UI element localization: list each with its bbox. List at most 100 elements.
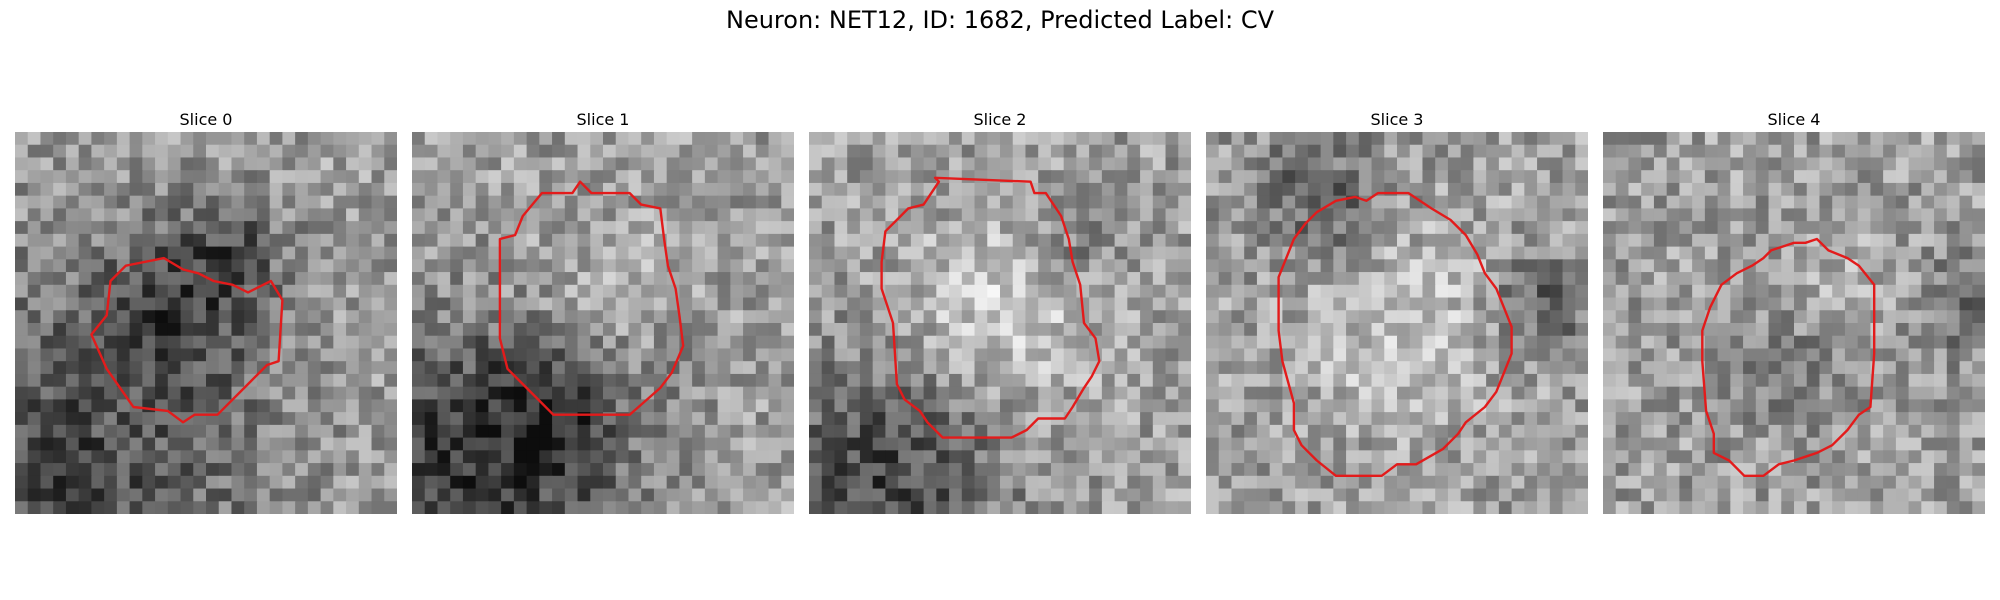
pixel: [371, 399, 385, 413]
pixel: [1959, 386, 1973, 400]
pixel: [1717, 335, 1731, 350]
pixel: [936, 412, 950, 426]
pixel: [180, 233, 194, 248]
pixel: [1870, 501, 1884, 514]
pixel: [1883, 361, 1897, 375]
pixel: [1934, 310, 1948, 324]
pixel: [116, 437, 131, 451]
pixel: [1562, 348, 1576, 362]
pixel: [1435, 272, 1449, 286]
pixel: [1422, 335, 1436, 350]
pixel: [1012, 323, 1027, 337]
pixel: [1422, 412, 1436, 426]
pixel: [885, 208, 899, 222]
pixel: [755, 233, 770, 248]
pixel: [40, 297, 54, 311]
pixel: [1050, 310, 1065, 324]
pixel: [1165, 501, 1179, 514]
pixel: [564, 450, 579, 464]
pixel: [116, 450, 131, 464]
pixel: [295, 323, 309, 337]
pixel: [1641, 488, 1655, 502]
pixel: [1307, 297, 1322, 311]
pixel: [1038, 463, 1052, 477]
pixel: [1422, 373, 1436, 388]
pixel: [256, 259, 271, 273]
pixel: [1397, 475, 1411, 490]
pixel: [1050, 386, 1065, 400]
pixel: [1012, 195, 1027, 209]
pixel: [1050, 144, 1065, 159]
pixel: [910, 361, 925, 375]
pixel: [462, 412, 477, 426]
pixel: [987, 437, 1001, 451]
pixel: [27, 246, 42, 260]
pixel: [1743, 132, 1757, 146]
pixel: [809, 208, 823, 222]
pixel: [1755, 361, 1770, 375]
pixel: [1498, 170, 1513, 184]
pixel: [936, 259, 950, 273]
pixel: [1397, 208, 1411, 222]
pixel: [1921, 195, 1935, 209]
pixel: [513, 195, 528, 209]
pixel: [1346, 501, 1360, 514]
pixel: [333, 297, 347, 311]
pixel: [1038, 424, 1052, 439]
pixel: [603, 284, 617, 299]
pixel: [193, 475, 207, 490]
pixel: [847, 272, 861, 286]
pixel: [692, 195, 706, 209]
pixel: [1603, 386, 1617, 400]
pixel: [872, 437, 886, 451]
pixel: [1000, 233, 1014, 248]
pixel: [244, 259, 258, 273]
pixel: [218, 386, 233, 400]
pixel: [513, 323, 528, 337]
pixel: [949, 284, 963, 299]
pixel: [1575, 182, 1588, 197]
pixel: [603, 501, 617, 514]
pixel: [1883, 170, 1897, 184]
pixel: [1794, 437, 1808, 451]
pixel: [180, 463, 194, 477]
pixel: [1140, 259, 1154, 273]
pixel: [1256, 412, 1271, 426]
pixel: [1717, 488, 1731, 502]
pixel: [1679, 386, 1693, 400]
pixel: [1603, 475, 1617, 490]
pixel: [1435, 132, 1449, 146]
pixel: [1730, 450, 1744, 464]
pixel: [974, 450, 988, 464]
pixel: [65, 170, 80, 184]
pixel: [885, 348, 899, 362]
pixel: [949, 424, 963, 439]
pixel: [1089, 399, 1103, 413]
pixel: [295, 208, 309, 222]
pixel: [1358, 424, 1373, 439]
pixel: [1460, 297, 1474, 311]
pixel: [847, 475, 861, 490]
pixel: [1730, 310, 1744, 324]
pixel: [821, 157, 836, 171]
pixel: [269, 463, 283, 477]
pixel: [1000, 412, 1014, 426]
pixel: [526, 335, 540, 350]
pixel: [781, 373, 794, 388]
pixel: [1870, 182, 1884, 197]
pixel: [692, 182, 706, 197]
pixel: [564, 157, 579, 171]
pixel: [1537, 208, 1551, 222]
pixel: [1666, 182, 1680, 197]
pixel: [1206, 412, 1220, 426]
pixel: [1895, 170, 1910, 184]
pixel: [218, 412, 233, 426]
pixel: [307, 450, 322, 464]
pixel: [346, 144, 360, 159]
pixel: [269, 195, 283, 209]
pixel: [15, 463, 29, 477]
pixel: [1140, 386, 1154, 400]
pixel: [1256, 424, 1271, 439]
pixel: [847, 246, 861, 260]
pixel: [936, 221, 950, 235]
